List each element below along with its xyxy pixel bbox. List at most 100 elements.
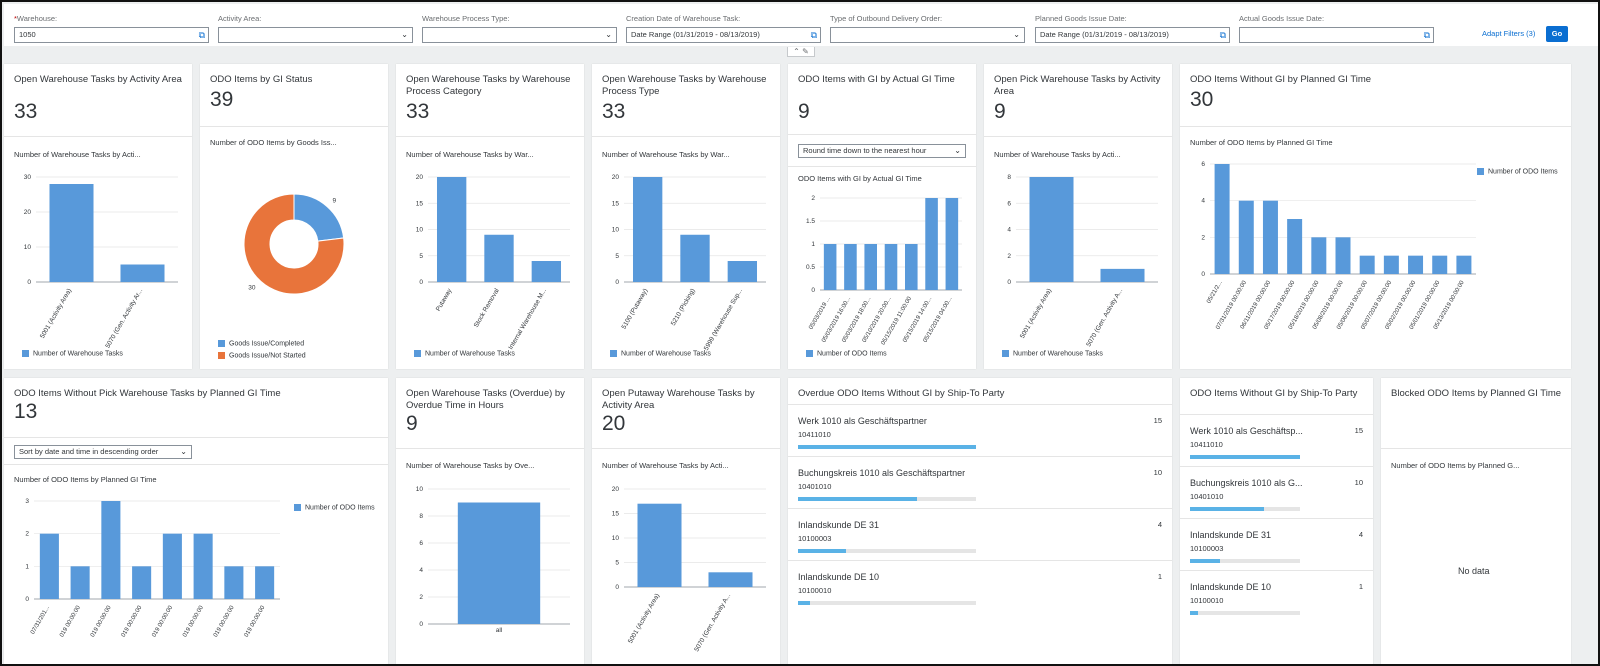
value-help-icon[interactable]: ⧉ [198, 30, 205, 40]
bar [132, 566, 152, 599]
ship-to-name: Inlandskunde DE 10 [1190, 582, 1272, 592]
card-divider [396, 448, 584, 449]
ship-to-id: 10401010 [1190, 492, 1224, 501]
planned-gi-input[interactable]: Date Range (01/31/2019 - 08/13/2019) ⧉ [1035, 27, 1230, 43]
list-item[interactable]: Inlandskunde DE 31 4 10100003 [1180, 530, 1373, 582]
collapse-header-button[interactable]: ⌃ ✎ [787, 47, 815, 57]
card-title: Open Warehouse Tasks by Activity Area [14, 74, 182, 85]
list-item[interactable]: Inlandskunde DE 10 1 10100010 [788, 572, 1172, 624]
ship-to-id: 10100003 [1190, 544, 1224, 553]
chevron-down-icon: ⌄ [180, 447, 187, 456]
x-tick-label: 5100 (Putaway) [621, 288, 650, 331]
card-open-tasks-by-process-category[interactable]: Open Warehouse Tasks by Warehouse Proces… [396, 64, 584, 369]
card-blocked-odo-by-planned-time[interactable]: Blocked ODO Items by Planned GI Time Num… [1381, 378, 1571, 664]
card-divider [396, 136, 584, 137]
activity-area-select[interactable]: ⌄ [218, 27, 413, 43]
chart-title: Number of ODO Items by Goods Iss... [210, 138, 337, 147]
y-tick-label: 4 [419, 567, 423, 574]
x-tick-label: 05/21/2... [1206, 280, 1224, 305]
card-overdue-tasks-by-hours[interactable]: Open Warehouse Tasks (Overdue) by Overdu… [396, 378, 584, 664]
bar [120, 264, 165, 282]
bar-chart: 0 1 2 3 07/31/201... 019 00:00:00 019 00:00:00… [25, 498, 280, 638]
y-tick-label: 15 [416, 200, 424, 207]
x-tick-label: 5001 (Activity Area) [627, 593, 661, 645]
y-tick-label: 6 [1201, 161, 1205, 168]
list-item[interactable]: Werk 1010 als Geschäftsp... 15 10411010 [1180, 426, 1373, 478]
time-rounding-select[interactable]: Round time down to the nearest hour ⌄ [798, 144, 966, 158]
y-tick-label: 4 [1007, 227, 1011, 234]
bar [49, 184, 94, 282]
card-divider [788, 166, 976, 167]
card-open-tasks-by-activity-area[interactable]: Open Warehouse Tasks by Activity Area 33… [4, 64, 192, 369]
filter-process-type: Warehouse Process Type: ⌄ [422, 14, 617, 43]
list-divider [1180, 518, 1373, 519]
chart-legend: Number of Warehouse Tasks [1002, 350, 1103, 357]
bar [457, 502, 541, 624]
list-item[interactable]: Inlandskunde DE 31 4 10100003 [788, 520, 1172, 572]
ship-to-name: Inlandskunde DE 31 [1190, 530, 1272, 540]
value-help-icon[interactable]: ⧉ [1219, 30, 1226, 40]
list-item[interactable]: Buchungskreis 1010 als G... 10 10401010 [1180, 478, 1373, 530]
list-item[interactable]: Werk 1010 als Geschäftspartner 15 10411010 [788, 416, 1172, 468]
card-title: ODO Items Without GI by Ship-To Party [1190, 388, 1358, 399]
card-odo-by-gi-status[interactable]: ODO Items by GI Status 39 Number of ODO … [200, 64, 388, 369]
warehouse-input[interactable]: 1050 ⧉ [14, 27, 209, 43]
ship-to-id: 10100003 [798, 534, 832, 543]
data-label: 9 [332, 198, 336, 205]
sort-order-select[interactable]: Sort by date and time in descending orde… [14, 445, 192, 459]
warehouse-input-value: 1050 [19, 30, 36, 39]
progress-track [1190, 559, 1300, 563]
card-divider [984, 136, 1172, 137]
y-tick-label: 20 [612, 174, 620, 181]
bar-chart: 0 5 10 15 20 Putaway Stock Removal Internal War… [416, 174, 570, 351]
card-odo-without-gi-by-ship-to[interactable]: ODO Items Without GI by Ship-To Party We… [1180, 378, 1373, 664]
y-tick-label: 0 [615, 279, 619, 286]
bar [864, 244, 878, 290]
x-tick-label: 019 00:00:00 [182, 604, 205, 638]
card-odo-without-pick-tasks[interactable]: ODO Items Without Pick Warehouse Tasks b… [4, 378, 388, 664]
x-tick-label: 019 00:00:00 [244, 604, 267, 638]
chart-title: Number of ODO Items by Planned GI Time [14, 475, 157, 484]
card-odo-without-gi-by-planned-time[interactable]: ODO Items Without GI by Planned GI Time … [1180, 64, 1571, 369]
bar [945, 198, 959, 290]
card-divider [592, 448, 780, 449]
bar [925, 198, 938, 290]
list-item[interactable]: Inlandskunde DE 10 1 10100010 [1180, 582, 1373, 634]
adapt-filters-link[interactable]: Adapt Filters (3) [1482, 29, 1536, 38]
filter-actual-gi-label: Actual Goods Issue Date: [1239, 14, 1325, 23]
bar [70, 566, 90, 599]
actual-gi-input[interactable]: ⧉ [1239, 27, 1434, 43]
bar [632, 177, 663, 282]
value-help-icon[interactable]: ⧉ [1423, 30, 1430, 40]
bar [1214, 164, 1230, 274]
go-button[interactable]: Go [1546, 26, 1568, 42]
bar [1238, 200, 1254, 274]
item-count: 4 [1157, 520, 1162, 529]
value-help-icon[interactable]: ⧉ [810, 30, 817, 40]
card-open-putaway-by-activity-area[interactable]: Open Putaway Warehouse Tasks by Activity… [592, 378, 780, 664]
card-overdue-odo-by-ship-to[interactable]: Overdue ODO Items Without GI by Ship-To … [788, 378, 1172, 664]
filter-warehouse: *Warehouse: 1050 ⧉ [14, 14, 209, 43]
card-open-pick-tasks-by-activity-area[interactable]: Open Pick Warehouse Tasks by Activity Ar… [984, 64, 1172, 369]
card-title: ODO Items with GI by Actual GI Time [798, 74, 955, 85]
list-divider [1180, 466, 1373, 467]
chart-legend: Number of Warehouse Tasks [22, 350, 123, 357]
filter-delivery-type-label: Type of Outbound Delivery Order: [830, 14, 943, 23]
list-item[interactable]: Buchungskreis 1010 als Geschäftspartner 1… [788, 468, 1172, 520]
chart-title: ODO Items with GI by Actual GI Time [798, 174, 922, 183]
bar [680, 234, 710, 282]
chevron-down-icon: ⌄ [954, 146, 961, 155]
card-divider [4, 136, 192, 137]
process-type-select[interactable]: ⌄ [422, 27, 617, 43]
card-open-tasks-by-process-type[interactable]: Open Warehouse Tasks by Warehouse Proces… [592, 64, 780, 369]
bar [1029, 177, 1074, 282]
item-count: 10 [1354, 478, 1363, 487]
creation-date-input[interactable]: Date Range (01/31/2019 - 08/13/2019) ⧉ [626, 27, 821, 43]
bar [1383, 255, 1399, 274]
bar [1456, 255, 1472, 274]
card-odo-with-gi-by-actual-time[interactable]: ODO Items with GI by Actual GI Time 9 Ro… [788, 64, 976, 369]
y-tick-label: 0 [615, 584, 619, 591]
chart-legend: Number of ODO Items [294, 504, 375, 511]
bar [727, 261, 758, 282]
delivery-type-select[interactable]: ⌄ [830, 27, 1025, 43]
